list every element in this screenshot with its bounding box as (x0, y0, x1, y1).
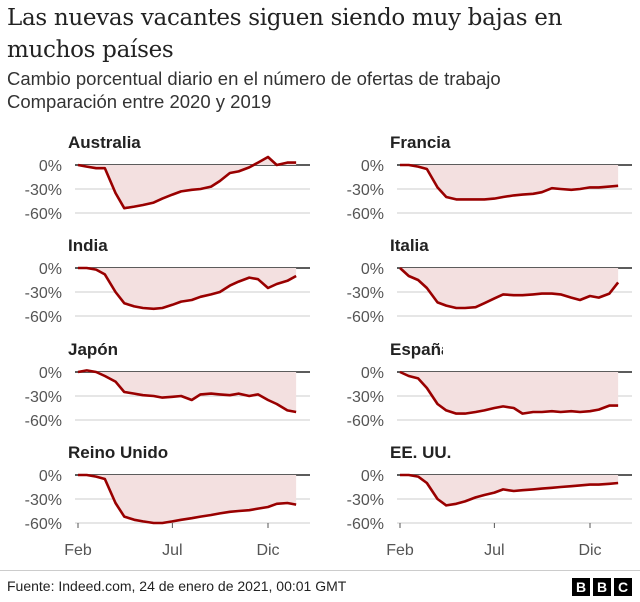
series-line (400, 163, 619, 201)
y-tick-label: -60% (25, 516, 62, 533)
area-fill (78, 475, 297, 523)
series-line (399, 267, 620, 310)
y-tick-label: -60% (347, 413, 384, 430)
series-line (78, 266, 297, 311)
y-tick-label: -30% (347, 285, 384, 302)
x-tick-label: Jul (162, 542, 182, 559)
y-tick-label: -60% (25, 206, 62, 223)
y-tick-label: -60% (25, 309, 62, 326)
area-fill (78, 370, 297, 412)
panel-title: India (68, 236, 108, 255)
y-tick-label: -30% (347, 389, 384, 406)
x-tick-label: Dic (256, 542, 279, 559)
x-tick-label: Jul (484, 542, 504, 559)
area-fill (400, 165, 619, 200)
y-tick-label: -60% (25, 413, 62, 430)
y-tick-label: -30% (347, 492, 384, 509)
y-tick-label: 0% (361, 468, 384, 485)
panel-title: España (390, 340, 451, 359)
panel-title: EE. UU. (390, 443, 451, 462)
panel-title: Francia (390, 133, 451, 152)
area-fill (78, 268, 297, 309)
x-tick-label: Feb (64, 542, 92, 559)
y-tick-label: 0% (361, 261, 384, 278)
series-line (77, 155, 297, 210)
y-tick-label: -60% (347, 516, 384, 533)
y-tick-label: -30% (25, 389, 62, 406)
y-tick-label: -30% (25, 182, 62, 199)
y-tick-label: -30% (25, 492, 62, 509)
x-tick-label: Dic (578, 542, 601, 559)
footer-divider (0, 570, 640, 571)
y-tick-label: 0% (39, 468, 62, 485)
source-note: Fuente: Indeed.com, 24 de enero de 2021,… (7, 578, 347, 594)
series-line (400, 473, 619, 507)
series-line (77, 369, 297, 414)
y-tick-label: -60% (347, 309, 384, 326)
series-line (399, 370, 619, 415)
chart-subtitle: Cambio porcentual diario en el número de… (7, 68, 501, 89)
chart-title: Las nuevas vacantes siguen siendo muy ba… (7, 5, 563, 63)
y-tick-label: 0% (361, 158, 384, 175)
y-tick-label: -60% (347, 206, 384, 223)
x-tick-label: Feb (386, 542, 414, 559)
panel-title: Reino Unido (68, 443, 168, 462)
panel-title: Italia (390, 236, 429, 255)
area-fill (400, 372, 619, 414)
small-multiples-chart: Australia 0% -30% -60% Francia 0% -30% -60% Indi… (25, 133, 632, 559)
y-tick-label: 0% (39, 158, 62, 175)
y-tick-label: 0% (39, 261, 62, 278)
area-fill (400, 268, 619, 308)
panel-title: Japón (68, 340, 118, 359)
chart-subtitle-2: Comparación entre 2020 y 2019 (7, 91, 272, 112)
panel-title: Australia (68, 133, 141, 152)
y-tick-label: 0% (361, 365, 384, 382)
series-line (78, 473, 297, 525)
y-tick-label: -30% (347, 182, 384, 199)
y-tick-label: -30% (25, 285, 62, 302)
y-tick-label: 0% (39, 365, 62, 382)
